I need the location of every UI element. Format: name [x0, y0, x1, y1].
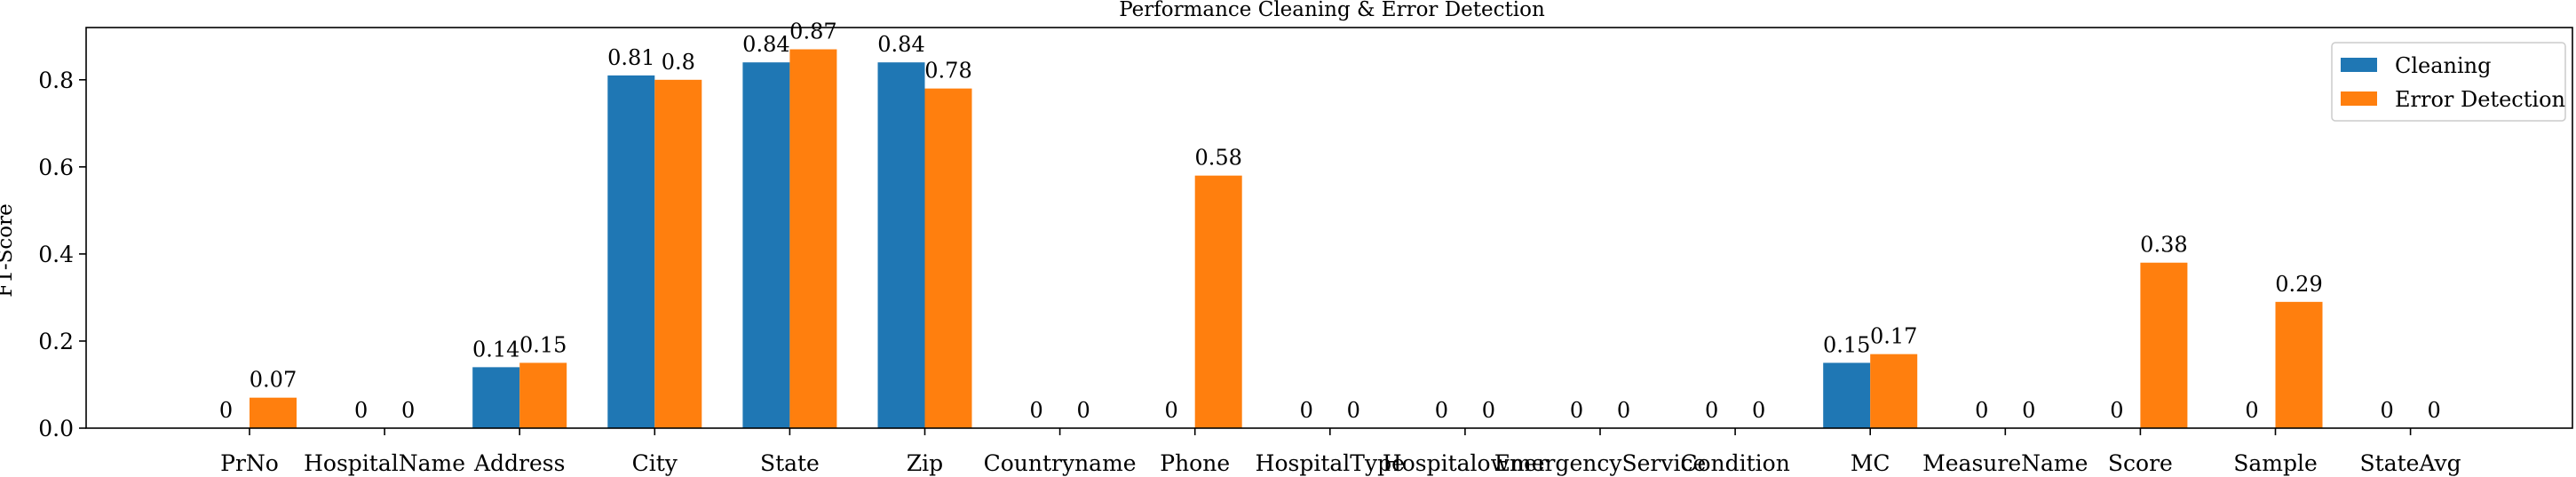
bar-cleaning-mc [1823, 362, 1871, 428]
bar-error-detection-sample [2275, 301, 2323, 428]
chart-title: Performance Cleaning & Error Detection [1119, 0, 1545, 21]
data-label-cleaning-hospitalname: 0 [354, 398, 368, 423]
x-tick-label-sample: Sample [2233, 450, 2318, 476]
data-label-error-detection-emergencyservice: 0 [1617, 398, 1630, 423]
data-label-cleaning-hospitalowner: 0 [1435, 398, 1448, 423]
bar-cleaning-city [607, 75, 655, 428]
bar-error-detection-mc [1870, 354, 1918, 428]
data-label-error-detection-score: 0.38 [2140, 233, 2187, 258]
data-label-error-detection-hospitalname: 0 [401, 398, 415, 423]
data-label-error-detection-city: 0.8 [662, 50, 695, 75]
data-label-cleaning-city: 0.81 [607, 45, 654, 70]
data-label-cleaning-hospitaltype: 0 [1300, 398, 1313, 423]
data-label-cleaning-stateavg: 0 [2380, 398, 2393, 423]
bar-cleaning-zip [877, 62, 925, 428]
y-axis-label: F1-Score [0, 203, 17, 297]
legend-label-cleaning: Cleaning [2395, 53, 2492, 78]
x-tick-label-hospitalname: HospitalName [304, 450, 465, 476]
legend-label-error-detection: Error Detection [2395, 87, 2565, 112]
x-tick-label-emergencyservice: EmergencyService [1494, 450, 1707, 476]
data-label-error-detection-prno: 0.07 [250, 368, 297, 393]
plot-frame [85, 27, 2573, 429]
legend-frame [2331, 42, 2566, 122]
x-tick-label-mc: MC [1851, 450, 1890, 476]
x-tick-label-countryname: Countryname [984, 450, 1137, 476]
data-label-cleaning-score: 0 [2110, 398, 2123, 423]
data-label-cleaning-emergencyservice: 0 [1570, 398, 1583, 423]
bar-error-detection-score [2140, 262, 2188, 428]
plot-area: 0.0 0.2 0.4 0.6 0.8 PrNo 0 0.07 HospitalName 0 0 Ad… [38, 20, 2461, 476]
data-label-cleaning-prno: 0 [219, 398, 233, 423]
bar-cleaning-address [472, 367, 520, 428]
bar-error-detection-prno [250, 397, 297, 428]
data-label-error-detection-hospitaltype: 0 [1347, 398, 1360, 423]
bar-cleaning-state [742, 62, 790, 428]
legend: Cleaning Error Detection [2331, 42, 2566, 122]
data-label-error-detection-stateavg: 0 [2427, 398, 2440, 423]
y-tick-label-2: 0.4 [38, 242, 74, 267]
bar-error-detection-city [654, 79, 702, 429]
x-tick-label-stateavg: StateAvg [2360, 450, 2461, 476]
data-label-error-detection-measurename: 0 [2022, 398, 2035, 423]
data-label-error-detection-hospitalowner: 0 [1482, 398, 1495, 423]
bar-error-detection-address [519, 362, 567, 428]
x-tick-label-prno: PrNo [220, 450, 279, 476]
data-label-error-detection-zip: 0.78 [924, 59, 971, 83]
data-label-cleaning-mc: 0.15 [1823, 332, 1870, 357]
data-label-error-detection-mc: 0.17 [1870, 324, 1917, 349]
data-label-cleaning-condition: 0 [1705, 398, 1718, 423]
legend-swatch-error-detection [2341, 91, 2377, 106]
x-tick-label-zip: Zip [907, 450, 943, 476]
data-label-error-detection-sample: 0.29 [2275, 272, 2322, 297]
data-label-cleaning-state: 0.84 [742, 32, 789, 57]
data-label-error-detection-condition: 0 [1752, 398, 1765, 423]
data-label-error-detection-phone: 0.58 [1194, 146, 1241, 171]
legend-swatch-cleaning [2341, 58, 2377, 72]
x-tick-label-hospitalowner: Hospitalowner [1383, 450, 1548, 476]
y-tick-label-1: 0.2 [38, 329, 74, 354]
data-label-cleaning-phone: 0 [1165, 398, 1178, 423]
bar-error-detection-state [789, 49, 837, 429]
bar-error-detection-zip [924, 88, 972, 428]
data-label-cleaning-sample: 0 [2245, 398, 2258, 423]
y-tick-label-3: 0.6 [38, 155, 74, 180]
data-label-cleaning-zip: 0.84 [877, 32, 924, 57]
data-label-error-detection-countryname: 0 [1076, 398, 1090, 423]
x-tick-label-city: City [632, 450, 678, 476]
data-label-cleaning-measurename: 0 [1975, 398, 1988, 423]
x-tick-label-state: State [760, 450, 820, 476]
bar-error-detection-phone [1194, 175, 1242, 428]
x-tick-label-measurename: MeasureName [1922, 450, 2088, 476]
data-label-cleaning-address: 0.14 [472, 337, 519, 362]
x-tick-label-address: Address [473, 450, 565, 476]
data-label-error-detection-address: 0.15 [519, 332, 567, 357]
x-tick-label-hospitaltype: HospitalType [1256, 450, 1405, 476]
y-tick-label-0: 0.0 [38, 416, 74, 441]
y-tick-label-4: 0.8 [38, 68, 74, 93]
x-tick-label-score: Score [2108, 450, 2173, 476]
data-label-error-detection-state: 0.87 [789, 20, 836, 44]
x-tick-label-phone: Phone [1160, 450, 1230, 476]
x-tick-label-condition: Condition [1680, 450, 1789, 476]
data-label-cleaning-countryname: 0 [1029, 398, 1042, 423]
